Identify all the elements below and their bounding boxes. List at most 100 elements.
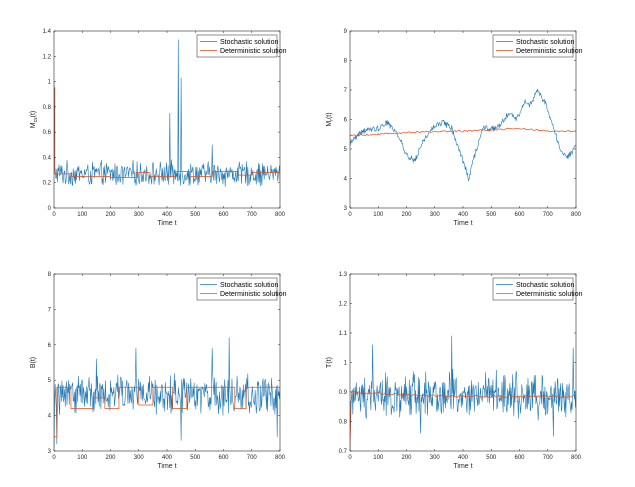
- x-tick-label: 100: [373, 455, 384, 461]
- y-tick-label: 6: [48, 343, 52, 349]
- deterministic-series-line: [350, 127, 576, 137]
- x-tick-label: 300: [430, 212, 441, 218]
- y-tick-label: 5: [48, 378, 52, 384]
- y-tick-label: 8: [48, 272, 52, 278]
- stochastic-series-line: [54, 39, 280, 187]
- y-tick-label: 6: [344, 118, 348, 124]
- legend: Stochastic solution Deterministic solutio…: [492, 34, 583, 58]
- x-tick-label: 100: [77, 455, 88, 461]
- legend: Stochastic solution Deterministic solutio…: [196, 277, 287, 301]
- legend-label-deterministic: Deterministic solution: [516, 48, 583, 55]
- x-tick-label: 600: [514, 455, 525, 461]
- y-tick-label: 5: [344, 147, 348, 153]
- x-tick-label: 800: [571, 212, 582, 218]
- y-axis-label-main: B(t): [30, 357, 37, 368]
- x-tick-label: 700: [543, 212, 554, 218]
- chart-panel-1: 0 100 200 300 400 500 600 700 800 0 0.2 0.4 0.6 0.8 1 1…: [30, 29, 287, 227]
- deterministic-series-line: [54, 87, 280, 179]
- x-axis-label: Time t: [453, 220, 472, 227]
- y-axis-label-arg: (t): [30, 111, 37, 118]
- legend-box: [492, 34, 574, 58]
- y-axis-label-subscript: r: [329, 119, 335, 121]
- legend-label-stochastic: Stochastic solution: [516, 282, 574, 289]
- plot-lines: [54, 39, 280, 187]
- y-tick-label: 0.7: [339, 449, 348, 455]
- y-axis-label-main: M: [30, 122, 37, 128]
- x-tick-label: 0: [348, 212, 352, 218]
- legend: Stochastic solution Deterministic solutio…: [492, 277, 583, 301]
- x-tick-label: 700: [247, 212, 258, 218]
- x-tick-label: 500: [190, 212, 201, 218]
- legend-label-deterministic: Deterministic solution: [220, 291, 287, 298]
- y-tick-label: 3: [48, 449, 52, 455]
- stochastic-series-line: [350, 88, 576, 182]
- y-axis-label-subscript: cs: [33, 117, 39, 123]
- y-tick-label: 1.2: [339, 302, 348, 308]
- y-tick-label: 0.4: [43, 155, 52, 161]
- x-tick-label: 100: [373, 212, 384, 218]
- legend-label-stochastic: Stochastic solution: [516, 39, 574, 46]
- y-tick-label: 9: [344, 29, 348, 35]
- y-tick-label: 0.6: [43, 130, 52, 136]
- legend-label-stochastic: Stochastic solution: [220, 39, 278, 46]
- x-tick-label: 200: [401, 212, 412, 218]
- x-tick-label: 800: [275, 455, 286, 461]
- legend-label-stochastic: Stochastic solution: [220, 282, 278, 289]
- x-tick-label: 400: [162, 212, 173, 218]
- x-tick-label: 700: [543, 455, 554, 461]
- y-tick-label: 0.8: [339, 420, 348, 426]
- legend-box: [196, 34, 278, 58]
- legend-box: [196, 277, 278, 301]
- deterministic-series-line: [54, 386, 280, 438]
- x-tick-label: 700: [247, 455, 258, 461]
- x-tick-label: 400: [458, 455, 469, 461]
- plot-lines: [350, 335, 576, 451]
- x-tick-label: 0: [348, 455, 352, 461]
- plot-lines: [350, 88, 576, 182]
- x-axis-label: Time t: [157, 220, 176, 227]
- y-tick-label: 7: [48, 307, 52, 313]
- legend: Stochastic solution Deterministic solutio…: [196, 34, 287, 58]
- plot-lines: [54, 337, 280, 448]
- x-tick-label: 600: [218, 212, 229, 218]
- legend-label-deterministic: Deterministic solution: [516, 291, 583, 298]
- y-axis-label: B(t): [30, 357, 37, 368]
- x-tick-label: 600: [514, 212, 525, 218]
- chart-panel-4: 0 100 200 300 400 500 600 700 800 0.7 0.8 0.9 1 1.1 1.…: [326, 272, 583, 470]
- y-tick-label: 0: [48, 206, 52, 212]
- plot-area: [350, 274, 576, 451]
- x-tick-label: 500: [190, 455, 201, 461]
- y-tick-label: 3: [344, 206, 348, 212]
- x-tick-label: 200: [401, 455, 412, 461]
- y-axis-label: Mr(t): [326, 112, 335, 126]
- plot-area: [350, 31, 576, 208]
- y-tick-label: 1: [48, 80, 52, 86]
- x-axis-label: Time t: [157, 463, 176, 470]
- y-tick-label: 1.2: [43, 54, 52, 60]
- x-tick-label: 300: [430, 455, 441, 461]
- y-tick-label: 0.8: [43, 105, 52, 111]
- y-tick-label: 1.4: [43, 29, 52, 35]
- x-tick-label: 100: [77, 212, 88, 218]
- x-tick-label: 500: [486, 455, 497, 461]
- x-axis-label: Time t: [453, 463, 472, 470]
- x-tick-label: 500: [486, 212, 497, 218]
- y-tick-label: 0.2: [43, 181, 52, 187]
- x-tick-label: 800: [275, 212, 286, 218]
- deterministic-series-line: [350, 391, 576, 448]
- stochastic-series-line: [350, 335, 576, 451]
- x-tick-label: 300: [134, 455, 145, 461]
- y-axis-label-main: M: [326, 121, 333, 127]
- y-tick-label: 1.3: [339, 272, 348, 278]
- stochastic-series-line: [54, 337, 280, 448]
- legend-label-deterministic: Deterministic solution: [220, 48, 287, 55]
- y-axis-label-main: T(t): [326, 357, 333, 368]
- y-tick-label: 1: [344, 361, 348, 367]
- plot-area: [54, 274, 280, 451]
- x-tick-label: 600: [218, 455, 229, 461]
- x-tick-label: 200: [105, 212, 116, 218]
- x-tick-label: 800: [571, 455, 582, 461]
- y-tick-label: 1.1: [339, 331, 348, 337]
- y-tick-label: 8: [344, 59, 348, 65]
